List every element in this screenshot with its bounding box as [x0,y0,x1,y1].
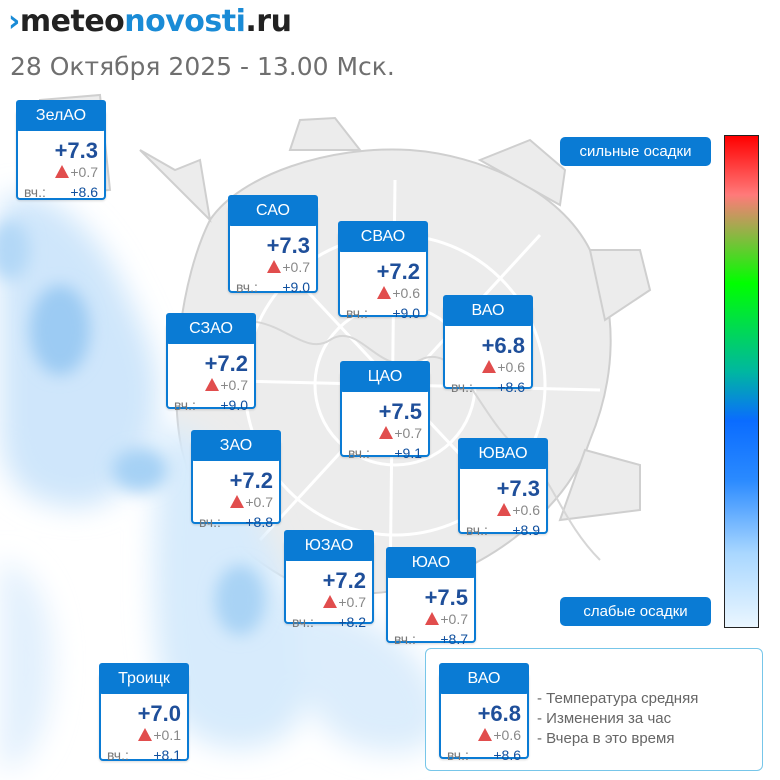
trend-up-icon [482,360,497,373]
district-card-szao: СЗАО +7.2 +0.7 вч.: +9.0 [166,313,256,413]
district-name: САО [228,195,318,226]
trend-up-icon [497,503,512,516]
district-name: СВАО [338,221,428,252]
yesterday-temperature: вч.: +8.2 [292,614,366,630]
yesterday-temperature: вч.: +8.9 [466,522,540,538]
avg-temperature: +7.5 [378,399,422,424]
yesterday-temperature: вч.: +8.1 [107,747,181,763]
district-name: ЮВАО [458,438,548,469]
trend-up-icon [323,595,338,608]
avg-temperature: +7.2 [229,468,273,493]
district-card-yuzao: ЮЗАО +7.2 +0.7 вч.: +8.2 [284,530,374,630]
precipitation-cores [0,220,265,635]
logo-suffix: .ru [245,4,292,39]
district-name: ЦАО [340,361,430,392]
hourly-change: +0.6 [482,359,525,375]
avg-temperature: +7.0 [137,701,181,726]
yesterday-temperature: вч.: +9.1 [348,445,422,461]
district-card-troitsk: Троицк +7.0 +0.1 вч.: +8.1 [99,663,189,763]
district-card-yuao: ЮАО +7.5 +0.7 вч.: +8.7 [386,547,476,647]
date-time: 28 Октября 2025 - 13.00 Мск. [10,52,395,81]
hourly-change: +0.7 [55,164,98,180]
yesterday-temperature: вч.: +8.8 [199,514,273,530]
hourly-change: +0.6 [497,502,540,518]
hourly-change: +0.7 [267,259,310,275]
legend-strong-precipitation: сильные осадки [560,137,711,166]
key-descriptions: - Температура средняя - Изменения за час… [537,689,698,749]
logo-brand: novosti [124,4,246,39]
hourly-change: +0.6 [377,285,420,301]
avg-temperature: +7.3 [54,138,98,163]
district-card-yuvao: ЮВАО +7.3 +0.6 вч.: +8.9 [458,438,548,538]
avg-temperature: +7.2 [322,568,366,593]
district-name: ВАО [443,295,533,326]
district-name: ЗелАО [16,100,106,131]
trend-up-icon [377,286,392,299]
yesterday-temperature: вч.: +9.0 [346,305,420,321]
district-card-sao: САО +7.3 +0.7 вч.: +9.0 [228,195,318,295]
hourly-change: +0.6 [478,727,521,743]
district-name: Троицк [99,663,189,694]
district-card-zelao: ЗелАО +7.3 +0.7 вч.: +8.6 [16,100,106,200]
legend-key-box: ВАО +6.8 +0.6 вч.: +8.6 - Температура сре… [425,648,763,771]
district-name: ЗАО [191,430,281,461]
district-name: ВАО [439,663,529,694]
avg-temperature: +7.5 [424,585,468,610]
trend-up-icon [379,426,394,439]
avg-temperature: +7.2 [376,259,420,284]
trend-up-icon [138,728,153,741]
yesterday-temperature: вч.: +8.7 [394,631,468,647]
district-card-zao: ЗАО +7.2 +0.7 вч.: +8.8 [191,430,281,530]
trend-up-icon [267,260,282,273]
hourly-change: +0.7 [230,494,273,510]
district-card-vao: ВАО +6.8 +0.6 вч.: +8.6 [443,295,533,395]
hourly-change: +0.7 [323,594,366,610]
hourly-change: +0.7 [379,425,422,441]
avg-temperature: +7.2 [204,351,248,376]
trend-up-icon [205,378,220,391]
key-example-card: ВАО +6.8 +0.6 вч.: +8.6 [439,663,529,763]
district-name: ЮЗАО [284,530,374,561]
hourly-change: +0.7 [205,377,248,393]
avg-temperature: +7.3 [496,476,540,501]
trend-up-icon [478,728,493,741]
logo-prefix: meteo [19,4,125,39]
avg-temperature: +6.8 [477,701,521,726]
site-logo[interactable]: ›meteonovosti.ru [8,4,292,39]
logo-mark-icon: › [8,4,20,39]
key-item-average-temperature: - Температура средняя [537,690,699,707]
yesterday-temperature: вч.: +9.0 [236,279,310,295]
avg-temperature: +7.3 [266,233,310,258]
trend-up-icon [425,612,440,625]
hourly-change: +0.7 [425,611,468,627]
precipitation-scale-bar [724,135,759,628]
trend-up-icon [55,165,70,178]
hourly-change: +0.1 [138,727,181,743]
key-item-hourly-change: - Изменения за час [537,710,672,727]
key-item-yesterday: - Вчера в это время [537,730,675,747]
yesterday-temperature: вч.: +8.6 [451,379,525,395]
district-name: СЗАО [166,313,256,344]
yesterday-temperature: вч.: +8.6 [447,747,521,763]
yesterday-temperature: вч.: +8.6 [24,184,98,200]
trend-up-icon [230,495,245,508]
district-card-cao: ЦАО +7.5 +0.7 вч.: +9.1 [340,361,430,461]
district-name: ЮАО [386,547,476,578]
district-card-svao: СВАО +7.2 +0.6 вч.: +9.0 [338,221,428,321]
yesterday-temperature: вч.: +9.0 [174,397,248,413]
legend-weak-precipitation: слабые осадки [560,597,711,626]
avg-temperature: +6.8 [481,333,525,358]
